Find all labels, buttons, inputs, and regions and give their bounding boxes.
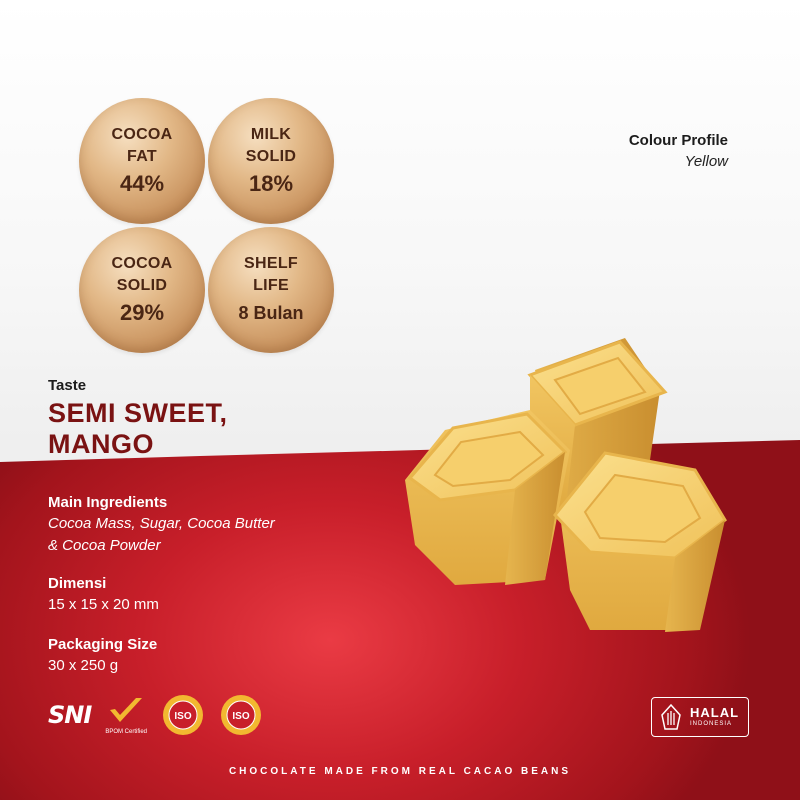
badge-cocoa-fat: COCOA FAT 44% (79, 98, 205, 224)
badge-label: SOLID (116, 277, 168, 294)
dimensions-value: 15 x 15 x 20 mm (48, 596, 159, 613)
ingredients-label: Main Ingredients (48, 494, 168, 511)
iso-seal-2: ISO (219, 693, 263, 737)
taste-line: MANGO (48, 429, 154, 459)
halal-label: HALAL (690, 705, 740, 720)
chocolate-piece-left (405, 410, 570, 585)
main-ingredients: Main Ingredients Cocoa Mass, Sugar, Coco… (48, 493, 275, 557)
badge-value: 44% (119, 171, 165, 196)
badge-shelf-life: SHELF LIFE 8 Bulan (208, 227, 334, 353)
badge-value: 18% (248, 171, 294, 196)
chocolate-pieces-illustration (405, 338, 727, 632)
taste-label: Taste (48, 377, 87, 394)
halal-sub-label: INDONESIA (690, 721, 733, 727)
taste-value: SEMI SWEET, MANGO (48, 398, 348, 460)
colour-profile-label: Colour Profile (628, 132, 728, 149)
badge-value: 29% (119, 300, 165, 325)
dimensions: Dimensi 15 x 15 x 20 mm (48, 574, 159, 616)
iso-seal-icon: ISO (163, 695, 203, 735)
sni-logo: SNI (48, 701, 92, 729)
badge-milk-solid: MILK SOLID 18% (208, 98, 334, 224)
badge-label: COCOA (111, 126, 173, 143)
halal-emblem-icon (661, 703, 681, 730)
badge-label: MILK (250, 126, 292, 143)
sni-text: SNI (48, 701, 92, 729)
colour-profile-value: Yellow (684, 153, 728, 170)
badge-label: SHELF (244, 255, 298, 272)
bpom-check-icon (110, 697, 143, 722)
iso-text: ISO (232, 711, 249, 722)
badge-label: SOLID (245, 148, 297, 165)
packaging-value: 30 x 250 g (48, 657, 119, 674)
packaging-label: Packaging Size (48, 636, 158, 653)
badge-cocoa-solid: COCOA SOLID 29% (79, 227, 205, 353)
chocolate-piece-front (553, 451, 727, 632)
iso-text: ISO (174, 711, 191, 722)
ingredients-value: & Cocoa Powder (48, 537, 161, 554)
iso-seal-1: ISO (161, 693, 205, 737)
dimensions-label: Dimensi (48, 575, 107, 592)
badge-label: COCOA (111, 255, 173, 272)
colour-profile: Colour Profile Yellow (629, 131, 728, 173)
packaging-size: Packaging Size 30 x 250 g (48, 635, 157, 677)
bpom-label: BPOM Certified (105, 728, 147, 735)
badge-label: FAT (127, 148, 157, 165)
certification-logos: SNI BPOM Certified ISO ISO (48, 692, 277, 738)
bpom-logo: BPOM Certified (105, 696, 147, 735)
ingredients-value: Cocoa Mass, Sugar, Cocoa Butter (48, 515, 275, 532)
badge-label: LIFE (253, 277, 289, 294)
halal-indonesia-logo: HALAL INDONESIA (651, 697, 749, 737)
iso-seal-icon: ISO (221, 695, 261, 735)
taste-line: SEMI SWEET, (48, 398, 228, 428)
badge-value: 8 Bulan (238, 303, 304, 323)
footer-tagline: CHOCOLATE MADE FROM REAL CACAO BEANS (228, 766, 572, 777)
